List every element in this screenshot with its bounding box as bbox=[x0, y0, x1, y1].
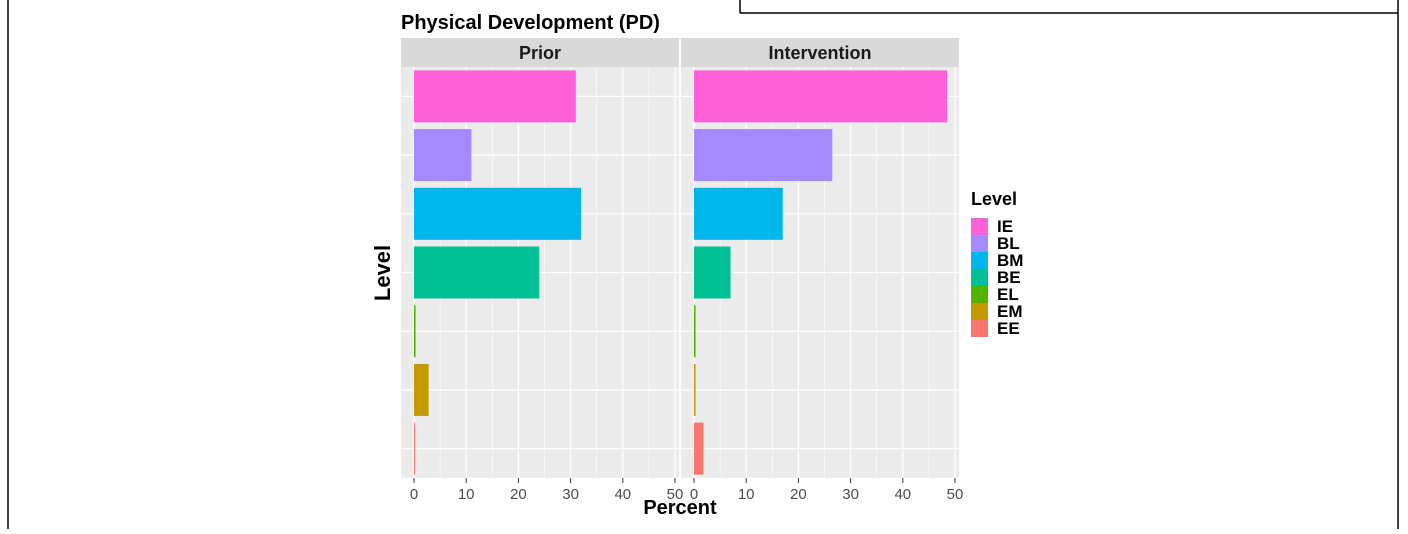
facet-panels: Prior 0 10 20 30 40 50 Intervention 0 10 20 30 40 50 bbox=[401, 38, 963, 503]
x-tick-label: 20 bbox=[510, 486, 527, 503]
legend-key-bm bbox=[971, 252, 988, 269]
facet-intervention: Intervention 0 10 20 30 40 50 bbox=[681, 38, 963, 503]
legend-entry-bm: BM bbox=[971, 251, 1023, 270]
bar-intervention-el bbox=[694, 305, 696, 358]
legend-title: Level bbox=[971, 189, 1017, 209]
legend-key-be bbox=[971, 269, 988, 286]
facet-label-intervention: Intervention bbox=[768, 43, 871, 63]
legend-entry-ee: EE bbox=[971, 319, 1020, 338]
legend-label-em: EM bbox=[997, 302, 1023, 321]
bar-intervention-bl bbox=[694, 129, 833, 182]
bar-prior-be bbox=[414, 246, 540, 299]
legend-key-ee bbox=[971, 320, 988, 337]
bar-intervention-em bbox=[694, 363, 696, 416]
x-tick-label: 50 bbox=[667, 486, 684, 503]
legend-entry-bl: BL bbox=[971, 234, 1020, 253]
legend-entry-el: EL bbox=[971, 285, 1019, 304]
chart-title: Physical Development (PD) bbox=[401, 12, 660, 34]
x-tick-label: 50 bbox=[947, 486, 964, 503]
x-tick-label: 40 bbox=[894, 486, 911, 503]
legend-label-ee: EE bbox=[997, 319, 1020, 338]
bar-prior-ie bbox=[414, 70, 576, 123]
bar-intervention-ie bbox=[694, 70, 948, 123]
bar-intervention-ee bbox=[694, 422, 704, 475]
legend-key-ie bbox=[971, 218, 988, 235]
x-tick-label: 20 bbox=[790, 486, 807, 503]
bar-intervention-be bbox=[694, 246, 731, 299]
bar-prior-em bbox=[414, 363, 429, 416]
legend-key-bl bbox=[971, 235, 988, 252]
bar-prior-bl bbox=[414, 129, 472, 182]
facet-strip-intervention bbox=[681, 38, 959, 67]
legend-label-ie: IE bbox=[997, 217, 1013, 236]
x-tick-label: 30 bbox=[842, 486, 859, 503]
bar-prior-bm bbox=[414, 187, 582, 240]
legend-label-bl: BL bbox=[997, 234, 1020, 253]
facet-prior: Prior 0 10 20 30 40 50 bbox=[401, 38, 683, 503]
bar-prior-el bbox=[414, 305, 416, 358]
legend-key-em bbox=[971, 303, 988, 320]
legend-entry-ie: IE bbox=[971, 217, 1013, 236]
x-tick-label: 30 bbox=[562, 486, 579, 503]
legend-label-be: BE bbox=[997, 268, 1021, 287]
bar-intervention-bm bbox=[694, 187, 783, 240]
bar-prior-ee bbox=[414, 422, 416, 475]
x-tick-label: 0 bbox=[690, 486, 698, 503]
x-tick-label: 10 bbox=[738, 486, 755, 503]
x-tick-label: 40 bbox=[614, 486, 631, 503]
x-axis-label: Percent bbox=[643, 497, 717, 519]
x-tick-label: 10 bbox=[458, 486, 475, 503]
facet-strip-prior bbox=[401, 38, 679, 67]
legend-label-bm: BM bbox=[997, 251, 1023, 270]
legend-entry-em: EM bbox=[971, 302, 1023, 321]
legend-entry-be: BE bbox=[971, 268, 1021, 287]
legend-key-el bbox=[971, 286, 988, 303]
legend-label-el: EL bbox=[997, 285, 1019, 304]
facet-label-prior: Prior bbox=[519, 43, 561, 63]
x-tick-label: 0 bbox=[410, 486, 418, 503]
y-axis-label: Level bbox=[370, 245, 395, 301]
